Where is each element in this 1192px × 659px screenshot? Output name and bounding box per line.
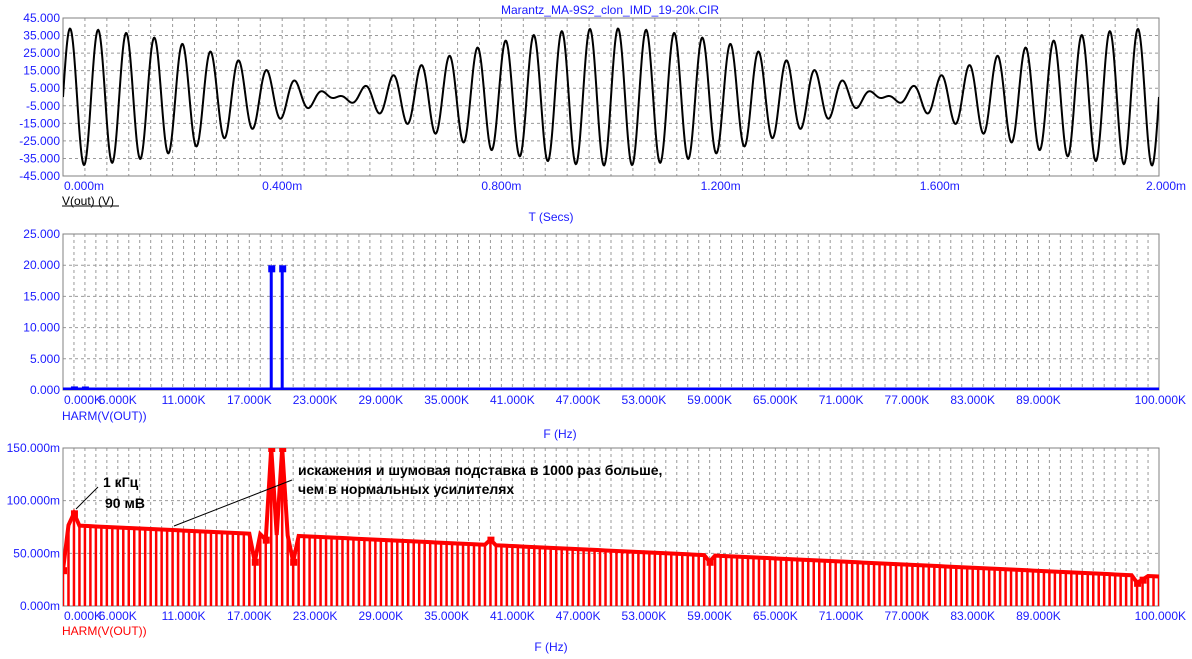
x-tick-label: 0.000K [64, 609, 102, 623]
x-axis-label-time: T (Secs) [528, 210, 573, 224]
x-tick-label: 2.000m [1146, 179, 1186, 193]
spectrum-marker [279, 448, 287, 452]
x-tick-label: 0.000K [64, 393, 102, 407]
trace-label-harm-red: HARM(V(OUT)) [62, 624, 147, 638]
spectrum-marker [279, 265, 287, 273]
x-tick-label: 47.000K [556, 393, 601, 407]
x-tick-label: 71.000K [819, 609, 864, 623]
y-tick-label: 10.000 [23, 321, 60, 335]
y-tick-label: 50.000m [13, 546, 60, 560]
x-tick-label: 11.000K [162, 609, 206, 623]
x-tick-label: 100.000K [1135, 393, 1186, 407]
x-tick-label: 23.000K [293, 393, 338, 407]
x-tick-label: 89.000K [1016, 609, 1061, 623]
spectrum-marker [262, 536, 270, 544]
spectrum-marker [70, 386, 78, 390]
x-tick-label: 53.000K [622, 609, 667, 623]
x-tick-label: 11.000K [162, 393, 206, 407]
spectrum-marker [1134, 579, 1142, 587]
plot-area [63, 27, 1159, 167]
x-tick-label: 0.800m [481, 179, 521, 193]
x-axis-label-freq-red: F (Hz) [534, 640, 567, 654]
spectrum-marker [70, 510, 78, 518]
chart-title: Marantz_MA-9S2_clon_IMD_19-20k.CIR [501, 3, 719, 17]
annotation-leader-floor [173, 479, 293, 527]
spectrum-plot-red: 150.000m 100.000m 50.000m 0.000m 0.000K6.000… [7, 441, 1186, 623]
y-tick-label: 0.000 [30, 383, 60, 397]
time-domain-plot: 45.000 35.000 25.000 15.000 5.000 -5.000 -15.0… [19, 11, 1186, 193]
plot-area [63, 448, 1159, 606]
y-tick-label: 25.000 [23, 46, 60, 60]
y-tick-label: 0.000m [20, 599, 60, 613]
x-tick-label: 17.000K [227, 393, 272, 407]
x-tick-label: 6.000K [99, 609, 137, 623]
annotation-leader-peak [75, 486, 99, 510]
x-tick-label: 100.000K [1135, 609, 1186, 623]
y-tick-label: -15.000 [19, 116, 60, 130]
y-tick-label: 25.000 [23, 227, 60, 241]
y-tick-label: 15.000 [23, 64, 60, 78]
x-tick-label: 83.000K [950, 609, 995, 623]
spectrum-marker [487, 536, 495, 544]
x-tick-label: 41.000K [490, 393, 535, 407]
annotation-note-line1: искажения и шумовая подставка в 1000 раз… [298, 462, 662, 478]
x-tick-label: 77.000K [885, 393, 930, 407]
spectrum-marker [81, 386, 89, 390]
x-tick-label: 6.000K [99, 393, 137, 407]
x-tick-label: 83.000K [950, 393, 995, 407]
trace-label-harm-blue: HARM(V(OUT)) [62, 409, 147, 423]
spectrum-marker [251, 558, 259, 566]
y-tick-label: 45.000 [23, 11, 60, 25]
y-tick-label: -25.000 [19, 134, 60, 148]
y-tick-label: -45.000 [19, 169, 60, 183]
series-vout-line [63, 27, 1159, 167]
annotations: 1 кГц 90 мВ искажения и шумовая подставк… [75, 462, 662, 527]
x-tick-label: 35.000K [424, 393, 469, 407]
y-tick-label: 35.000 [23, 29, 60, 43]
y-tick-label: -35.000 [19, 151, 60, 165]
x-tick-label: 0.000m [64, 179, 104, 193]
x-tick-label: 89.000K [1016, 393, 1061, 407]
spectrum-marker [290, 558, 298, 566]
spectrum-marker [63, 567, 67, 575]
y-tick-label: 15.000 [23, 289, 60, 303]
spectrum-marker [706, 558, 714, 566]
x-tick-label: 35.000K [424, 609, 469, 623]
spectrum-marker [268, 448, 276, 452]
y-tick-label: 5.000 [30, 352, 60, 366]
x-tick-label: 0.400m [262, 179, 302, 193]
annotation-peak-value: 90 мВ [105, 495, 145, 511]
x-tick-label: 65.000K [753, 393, 798, 407]
x-tick-label: 1.200m [701, 179, 741, 193]
x-tick-label: 59.000K [687, 393, 732, 407]
spectrum-plot-blue: 25.000 20.000 15.000 10.000 5.000 0.000 0.000K… [23, 227, 1186, 407]
y-tick-label: 150.000m [7, 441, 60, 455]
x-axis-label-freq-blue: F (Hz) [543, 427, 576, 441]
x-tick-label: 47.000K [556, 609, 601, 623]
x-tick-label: 29.000K [358, 609, 403, 623]
annotation-note-line2: чем в нормальных усилителях [298, 481, 514, 497]
spectrum-envelope [63, 448, 1159, 586]
x-tick-label: 53.000K [622, 393, 667, 407]
x-tick-label: 59.000K [687, 609, 732, 623]
x-tick-label: 29.000K [358, 393, 403, 407]
plot-area [63, 265, 1159, 390]
x-tick-label: 77.000K [885, 609, 930, 623]
x-tick-label: 65.000K [753, 609, 798, 623]
spectrum-marker [268, 265, 276, 273]
y-tick-label: -5.000 [26, 99, 60, 113]
x-tick-label: 23.000K [293, 609, 338, 623]
x-tick-label: 41.000K [490, 609, 535, 623]
y-tick-label: 20.000 [23, 258, 60, 272]
y-tick-label: 100.000m [7, 494, 60, 508]
y-tick-label: 5.000 [30, 81, 60, 95]
x-tick-label: 71.000K [819, 393, 864, 407]
x-tick-label: 1.600m [920, 179, 960, 193]
x-tick-label: 17.000K [227, 609, 272, 623]
trace-label-vout: V(out) (V) [62, 194, 114, 208]
annotation-peak-freq: 1 кГц [103, 474, 139, 490]
spectrum-marker [1139, 576, 1147, 584]
